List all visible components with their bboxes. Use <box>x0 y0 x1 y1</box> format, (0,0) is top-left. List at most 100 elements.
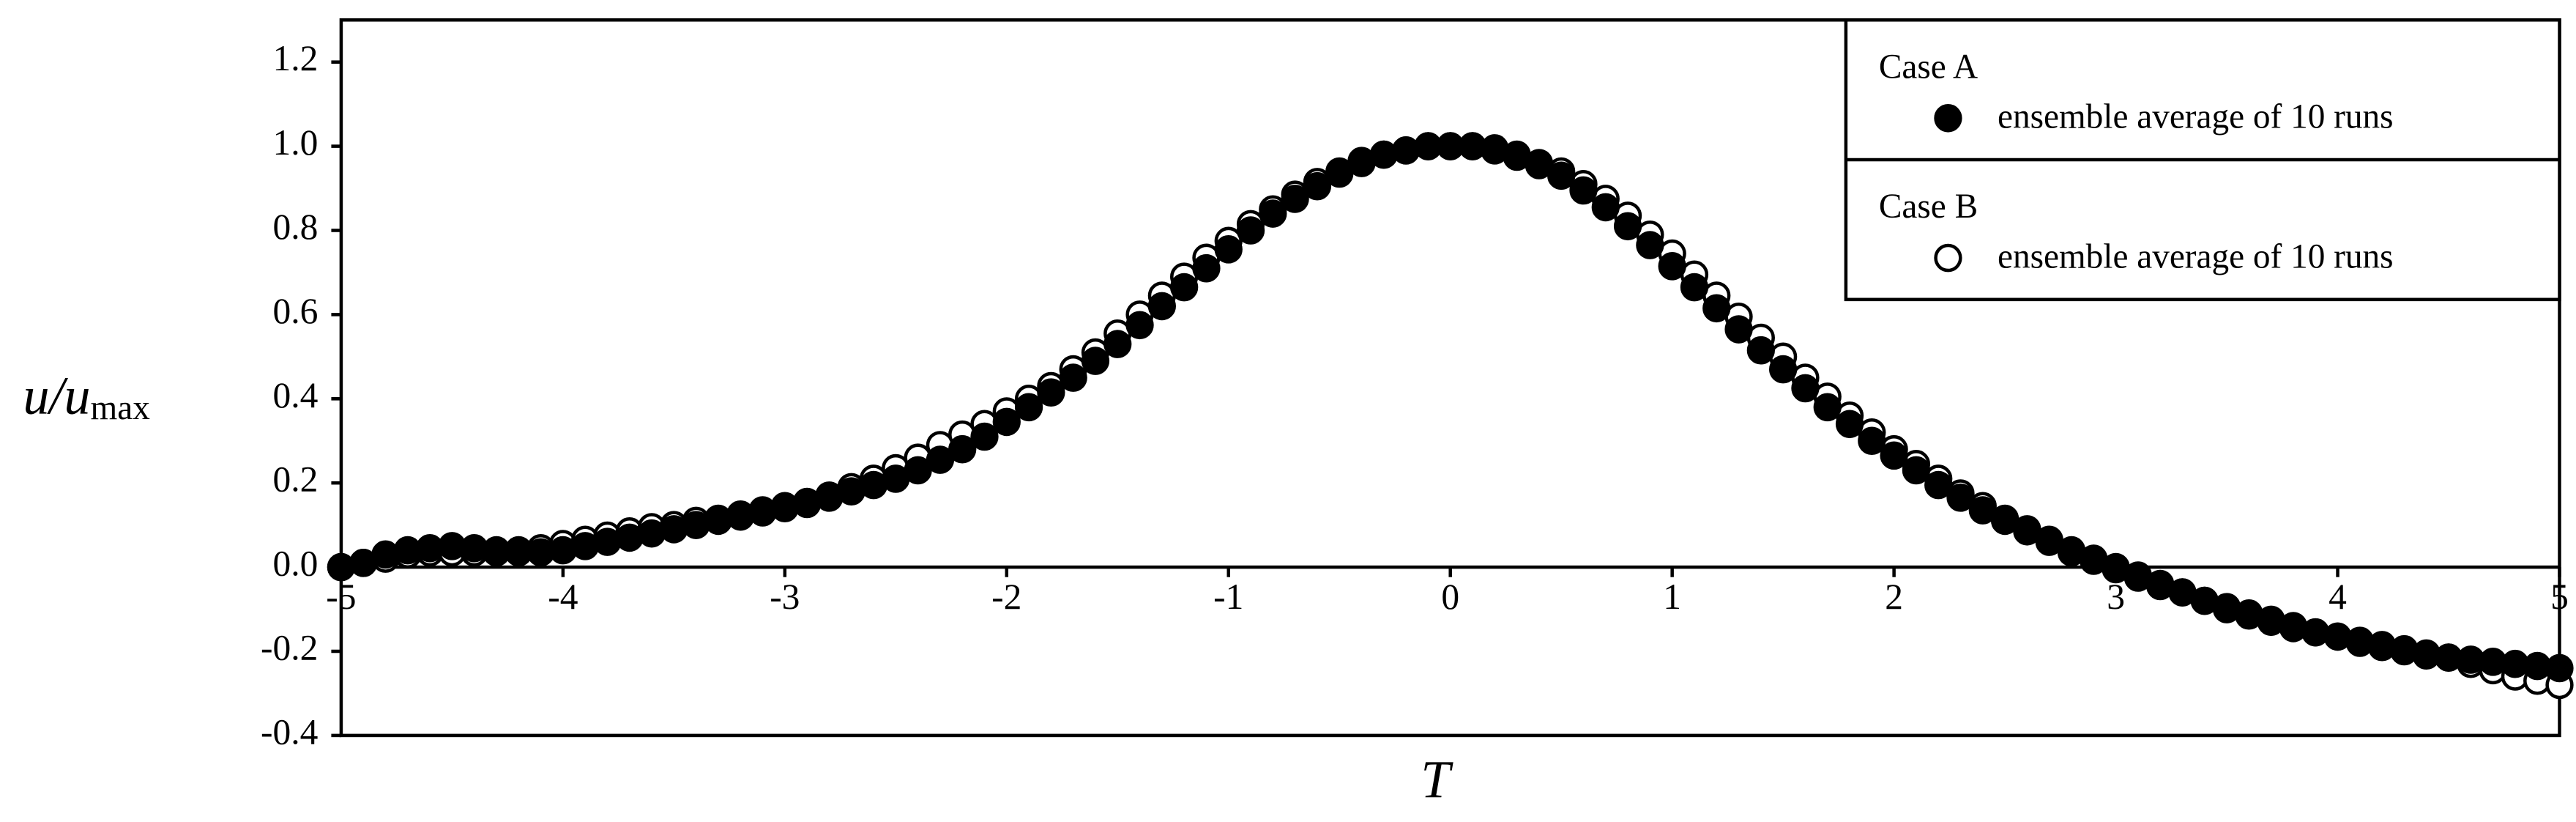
point <box>371 540 400 569</box>
point <box>2013 516 2041 546</box>
point <box>1946 483 1975 512</box>
point <box>1081 347 1110 375</box>
x-tick-label: -1 <box>1213 577 1243 617</box>
point <box>2345 629 2374 657</box>
plot-frame <box>339 18 2561 738</box>
point <box>1680 273 1709 302</box>
point <box>615 523 644 552</box>
y-tick-label: 0.8 <box>273 207 319 247</box>
point <box>1569 176 1598 205</box>
point <box>2545 653 2574 683</box>
point <box>1613 212 1642 241</box>
point <box>1990 506 2020 536</box>
point <box>948 434 977 464</box>
legend-marker <box>1934 243 1962 273</box>
point <box>748 496 777 525</box>
point <box>1236 216 1265 245</box>
legend-marker <box>1934 103 1962 133</box>
point <box>1591 193 1620 222</box>
y-tick-label: 0.4 <box>273 375 319 415</box>
x-tick-label: 2 <box>1885 577 1903 617</box>
point <box>1214 235 1243 264</box>
point <box>1458 132 1487 160</box>
point <box>1281 185 1309 213</box>
point <box>1037 378 1065 407</box>
point <box>1791 374 1820 403</box>
point <box>1924 470 1953 500</box>
point <box>792 487 822 516</box>
point <box>2035 527 2063 556</box>
point <box>682 511 710 539</box>
point <box>1103 330 1132 358</box>
point <box>548 536 578 565</box>
x-tick-label: 0 <box>1441 577 1459 617</box>
point <box>992 407 1021 437</box>
y-tick-label: 1.2 <box>273 38 319 78</box>
point <box>1369 140 1398 169</box>
point <box>1147 292 1176 321</box>
x-tick-label: -5 <box>326 577 356 617</box>
y-tick-label: 0.6 <box>273 291 319 331</box>
y-tick-label: 1.0 <box>273 122 319 163</box>
y-tick-label: 0.2 <box>273 459 319 499</box>
point <box>1636 231 1664 259</box>
point <box>2301 618 2330 647</box>
point <box>1259 199 1287 228</box>
point <box>1968 496 1997 525</box>
point <box>1769 355 1798 384</box>
point <box>1835 410 1864 439</box>
marks <box>327 132 2574 700</box>
y-tick-label: 0.0 <box>273 543 319 583</box>
point <box>726 500 755 529</box>
x-tick-label: 4 <box>2329 577 2347 617</box>
point <box>637 519 666 548</box>
point <box>1724 315 1753 344</box>
point <box>593 527 622 556</box>
point <box>926 445 955 474</box>
point <box>1391 136 1421 165</box>
y-axis-label-main: u/u <box>23 366 91 425</box>
x-tick-label: -3 <box>770 577 800 617</box>
legend: Case A ensemble average of 10 runs Case B e… <box>1844 18 2561 302</box>
point <box>970 422 999 451</box>
legend-title: Case B <box>1879 188 1978 226</box>
x-tick-label: 1 <box>1663 577 1681 617</box>
point <box>1125 311 1154 340</box>
point <box>571 532 600 560</box>
point <box>770 492 799 521</box>
point <box>1192 253 1221 283</box>
point <box>1014 393 1043 422</box>
point <box>1746 336 1775 365</box>
ticks: -0.4 -0.2 0.0 0.2 0.4 0.6 0.8 1.0 1.2 -5 -4 -3 -2 -1 0… <box>261 38 2569 752</box>
point <box>1547 161 1576 190</box>
point <box>660 515 688 544</box>
y-tick-label: -0.2 <box>261 627 318 667</box>
point <box>1702 294 1731 323</box>
y-axis-label: u/umax <box>23 366 151 427</box>
point <box>1880 441 1908 470</box>
y-tick-label: -0.4 <box>261 711 319 752</box>
point <box>1170 273 1199 302</box>
y-axis-label-sub: max <box>91 389 151 427</box>
legend-label: ensemble average of 10 runs <box>1998 237 2394 275</box>
point <box>1325 159 1354 188</box>
legend-label: ensemble average of 10 runs <box>1998 97 2394 136</box>
x-axis-label: T <box>1421 750 1453 809</box>
point <box>904 456 932 485</box>
point <box>2390 637 2419 666</box>
point <box>1902 456 1931 485</box>
point <box>1658 252 1686 281</box>
x-tick-label: 5 <box>2550 577 2569 617</box>
legend-title: Case A <box>1879 48 1978 86</box>
point <box>1059 363 1087 392</box>
point <box>2367 632 2397 662</box>
x-tick-label: -4 <box>548 577 578 617</box>
point <box>1813 393 1842 422</box>
point <box>1303 171 1332 201</box>
x-tick-label: -2 <box>991 577 1021 617</box>
point <box>327 552 356 582</box>
point <box>1525 151 1554 179</box>
point <box>1858 426 1886 456</box>
